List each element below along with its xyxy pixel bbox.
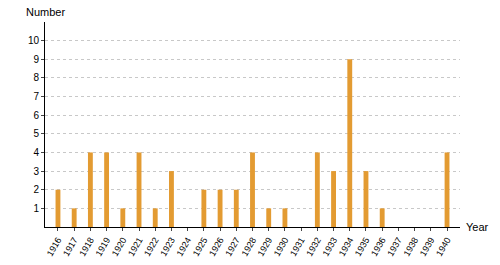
- svg-text:1935: 1935: [353, 236, 372, 258]
- svg-text:1920: 1920: [110, 236, 129, 258]
- svg-text:1922: 1922: [142, 236, 161, 258]
- svg-text:1936: 1936: [369, 236, 388, 258]
- svg-text:7: 7: [33, 91, 39, 102]
- svg-text:1927: 1927: [223, 236, 242, 258]
- svg-text:1929: 1929: [256, 236, 275, 258]
- svg-text:9: 9: [33, 54, 39, 65]
- svg-text:1928: 1928: [239, 236, 258, 258]
- svg-text:1932: 1932: [304, 236, 323, 258]
- svg-text:8: 8: [33, 72, 39, 83]
- svg-text:1919: 1919: [94, 236, 113, 258]
- svg-text:1916: 1916: [45, 236, 64, 258]
- svg-text:1937: 1937: [385, 236, 404, 258]
- svg-text:1938: 1938: [402, 236, 421, 258]
- svg-text:1923: 1923: [158, 236, 177, 258]
- svg-text:1940: 1940: [434, 236, 453, 258]
- svg-text:1939: 1939: [418, 236, 437, 258]
- svg-text:6: 6: [33, 110, 39, 121]
- svg-text:1931: 1931: [288, 236, 307, 258]
- svg-text:3: 3: [33, 166, 39, 177]
- svg-text:Number: Number: [26, 6, 65, 18]
- svg-text:5: 5: [33, 128, 39, 139]
- svg-text:1925: 1925: [191, 236, 210, 258]
- svg-text:1926: 1926: [207, 236, 226, 258]
- svg-text:2: 2: [33, 184, 39, 195]
- svg-text:1921: 1921: [126, 236, 145, 258]
- svg-text:4: 4: [33, 147, 39, 158]
- svg-text:1933: 1933: [321, 236, 340, 258]
- svg-text:1924: 1924: [175, 236, 194, 258]
- svg-text:1934: 1934: [337, 236, 356, 258]
- svg-text:1930: 1930: [272, 236, 291, 258]
- svg-text:10: 10: [28, 35, 40, 46]
- svg-text:1: 1: [33, 203, 39, 214]
- svg-text:1918: 1918: [77, 236, 96, 258]
- svg-text:1917: 1917: [61, 236, 80, 258]
- svg-text:Year: Year: [466, 221, 489, 233]
